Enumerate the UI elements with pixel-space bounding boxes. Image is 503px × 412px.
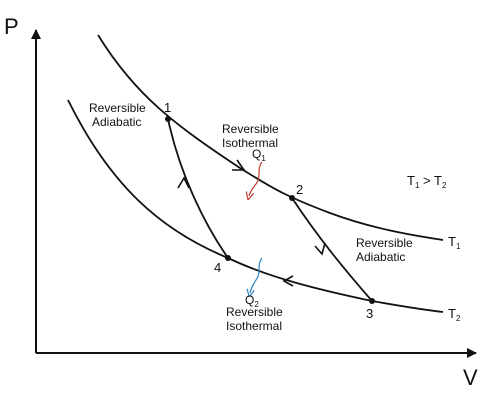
isotherm-t2-curve — [67, 99, 444, 313]
state-label-1: 1 — [164, 100, 171, 115]
left-adiabatic-label: Reversible Adiabatic — [89, 101, 149, 129]
right-adiabat-curve — [291, 197, 373, 302]
isotherm-t1-curve — [97, 34, 444, 241]
bottom-isothermal-label: Reversible Isothermal — [226, 305, 286, 333]
left-adiabat-curve — [167, 118, 229, 259]
t2-isotherm-label: T2 — [448, 306, 461, 323]
state-point-2 — [289, 195, 295, 201]
state-label-3: 3 — [366, 306, 373, 321]
q2-heat-arrow — [250, 257, 263, 293]
y-axis-label: P — [4, 14, 19, 39]
q1-heat-arrow — [249, 161, 263, 196]
right-adiabatic-label: Reversible Adiabatic — [356, 236, 416, 264]
arrow-3-to-4 — [282, 275, 294, 287]
temperature-relation: T1 > T2 — [407, 173, 447, 190]
top-isothermal-label: Reversible Isothermal — [222, 122, 282, 150]
q2-label: Q2 — [245, 293, 259, 309]
state-point-3 — [369, 298, 375, 304]
state-label-4: 4 — [214, 260, 221, 275]
state-point-1 — [165, 116, 171, 122]
arrow-2-to-3 — [314, 242, 326, 256]
q1-label: Q1 — [252, 147, 266, 163]
state-point-4 — [225, 255, 231, 261]
x-axis-label: V — [463, 365, 478, 390]
arrow-1-to-2 — [232, 159, 246, 171]
arrow-4-to-1 — [177, 176, 190, 189]
state-label-2: 2 — [296, 182, 303, 197]
t1-isotherm-label: T1 — [448, 234, 461, 251]
